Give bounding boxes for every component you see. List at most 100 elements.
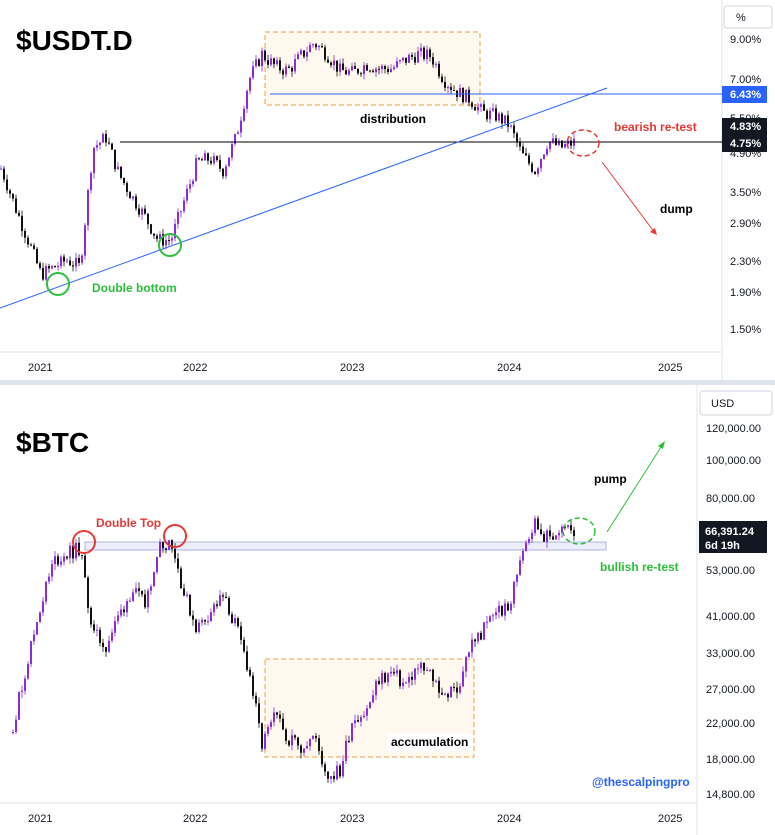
candle-body: [39, 612, 41, 622]
candle-body: [564, 526, 566, 528]
candle-body: [225, 596, 227, 599]
candle-body: [507, 115, 509, 127]
candle-body: [558, 532, 560, 536]
candle-body: [327, 59, 329, 63]
candle-body: [45, 581, 47, 602]
candle-body: [141, 591, 143, 595]
candle-body: [231, 614, 233, 624]
candle-body: [423, 47, 425, 59]
candle-body: [486, 110, 488, 120]
candle-body: [177, 212, 179, 224]
usdt-y-tick: 2.90%: [730, 218, 761, 230]
candle-body: [357, 720, 359, 722]
candle-body: [279, 714, 281, 719]
candle-body: [222, 168, 224, 177]
candle-body: [114, 149, 116, 170]
candle-body: [474, 639, 476, 642]
candle-body: [555, 535, 557, 540]
candle-body: [285, 729, 287, 741]
candle-body: [246, 651, 248, 670]
usdt-price-axis: % 9.00% 7.00% 5.50% 4.90% 3.50% 2.90% 2.…: [722, 5, 773, 336]
candle-body: [93, 624, 95, 631]
candle-body: [105, 133, 107, 143]
candle-body: [543, 154, 545, 159]
candle-body: [102, 642, 104, 648]
candle-body: [375, 68, 377, 73]
candle-body: [39, 263, 41, 268]
candle-body: [414, 56, 416, 63]
candle-body: [471, 102, 473, 107]
usdt-level-643-tag: [722, 86, 767, 103]
candle-body: [369, 70, 371, 72]
candle-body: [417, 668, 419, 670]
btc-support-zone: [84, 541, 607, 551]
candle-body: [426, 49, 428, 59]
candle-body: [186, 594, 188, 596]
btc-double-top-label: Double Top: [96, 516, 161, 530]
candle-body: [537, 518, 539, 530]
candle-body: [108, 640, 110, 652]
candle-body: [45, 266, 47, 280]
candle-body: [351, 723, 353, 741]
candle-body: [225, 166, 227, 177]
candle-body: [324, 47, 326, 60]
candle-body: [246, 90, 248, 109]
candle-body: [366, 708, 368, 716]
usdt-x-tick: 2021: [28, 362, 52, 374]
candle-body: [192, 615, 194, 620]
candle-body: [321, 46, 323, 48]
candle-body: [315, 736, 317, 739]
candle-body: [378, 680, 380, 685]
usdt-pane: $USDT.D distribution bearish re-test dum…: [0, 0, 773, 380]
candle-body: [510, 603, 512, 611]
candle-body: [87, 577, 89, 608]
candle-body: [93, 147, 95, 174]
candle-body: [543, 534, 545, 542]
usdt-trendline: [0, 87, 608, 309]
candle-body: [48, 576, 50, 582]
candle-body: [267, 727, 269, 734]
candle-body: [546, 530, 548, 542]
candle-body: [426, 670, 428, 672]
candle-body: [123, 609, 125, 613]
usdt-level-483-tag-text: 4.83%: [730, 121, 761, 133]
candle-body: [342, 63, 344, 71]
btc-bullish-label-bg: [596, 558, 682, 576]
candle-body: [318, 738, 320, 752]
btc-ticker-title: $BTC: [16, 427, 89, 458]
candle-body: [336, 765, 338, 780]
candle-body: [213, 156, 215, 164]
candle-body: [276, 712, 278, 715]
candle-body: [189, 184, 191, 189]
candle-body: [165, 239, 167, 246]
btc-x-tick: 2024: [497, 813, 521, 825]
candle-body: [111, 143, 113, 150]
candle-body: [204, 153, 206, 161]
usdt-double-bottom-circle-1: [46, 272, 70, 296]
candle-body: [492, 615, 494, 617]
candle-body: [438, 680, 440, 693]
usdt-candles: [0, 42, 575, 281]
candle-body: [531, 533, 533, 540]
candle-body: [168, 239, 170, 241]
btc-pump-label: pump: [594, 472, 627, 486]
usdt-dump-label-bg: [655, 200, 701, 218]
candle-body: [156, 235, 158, 240]
candle-body: [96, 145, 98, 148]
candle-body: [396, 670, 398, 674]
candle-body: [339, 765, 341, 777]
candle-body: [0, 168, 2, 170]
candle-body: [282, 70, 284, 75]
candle-body: [174, 548, 176, 559]
btc-watermark: @thescalpingpro: [592, 775, 690, 789]
candle-body: [183, 200, 185, 212]
candle-body: [174, 223, 176, 239]
candle-body: [489, 110, 491, 120]
candle-body: [138, 208, 140, 215]
btc-y-tick: 41,000.00: [706, 611, 755, 623]
candle-body: [273, 712, 275, 723]
candle-body: [438, 63, 440, 77]
candle-body: [252, 675, 254, 696]
candle-body: [303, 748, 305, 753]
candle-body: [69, 260, 71, 266]
